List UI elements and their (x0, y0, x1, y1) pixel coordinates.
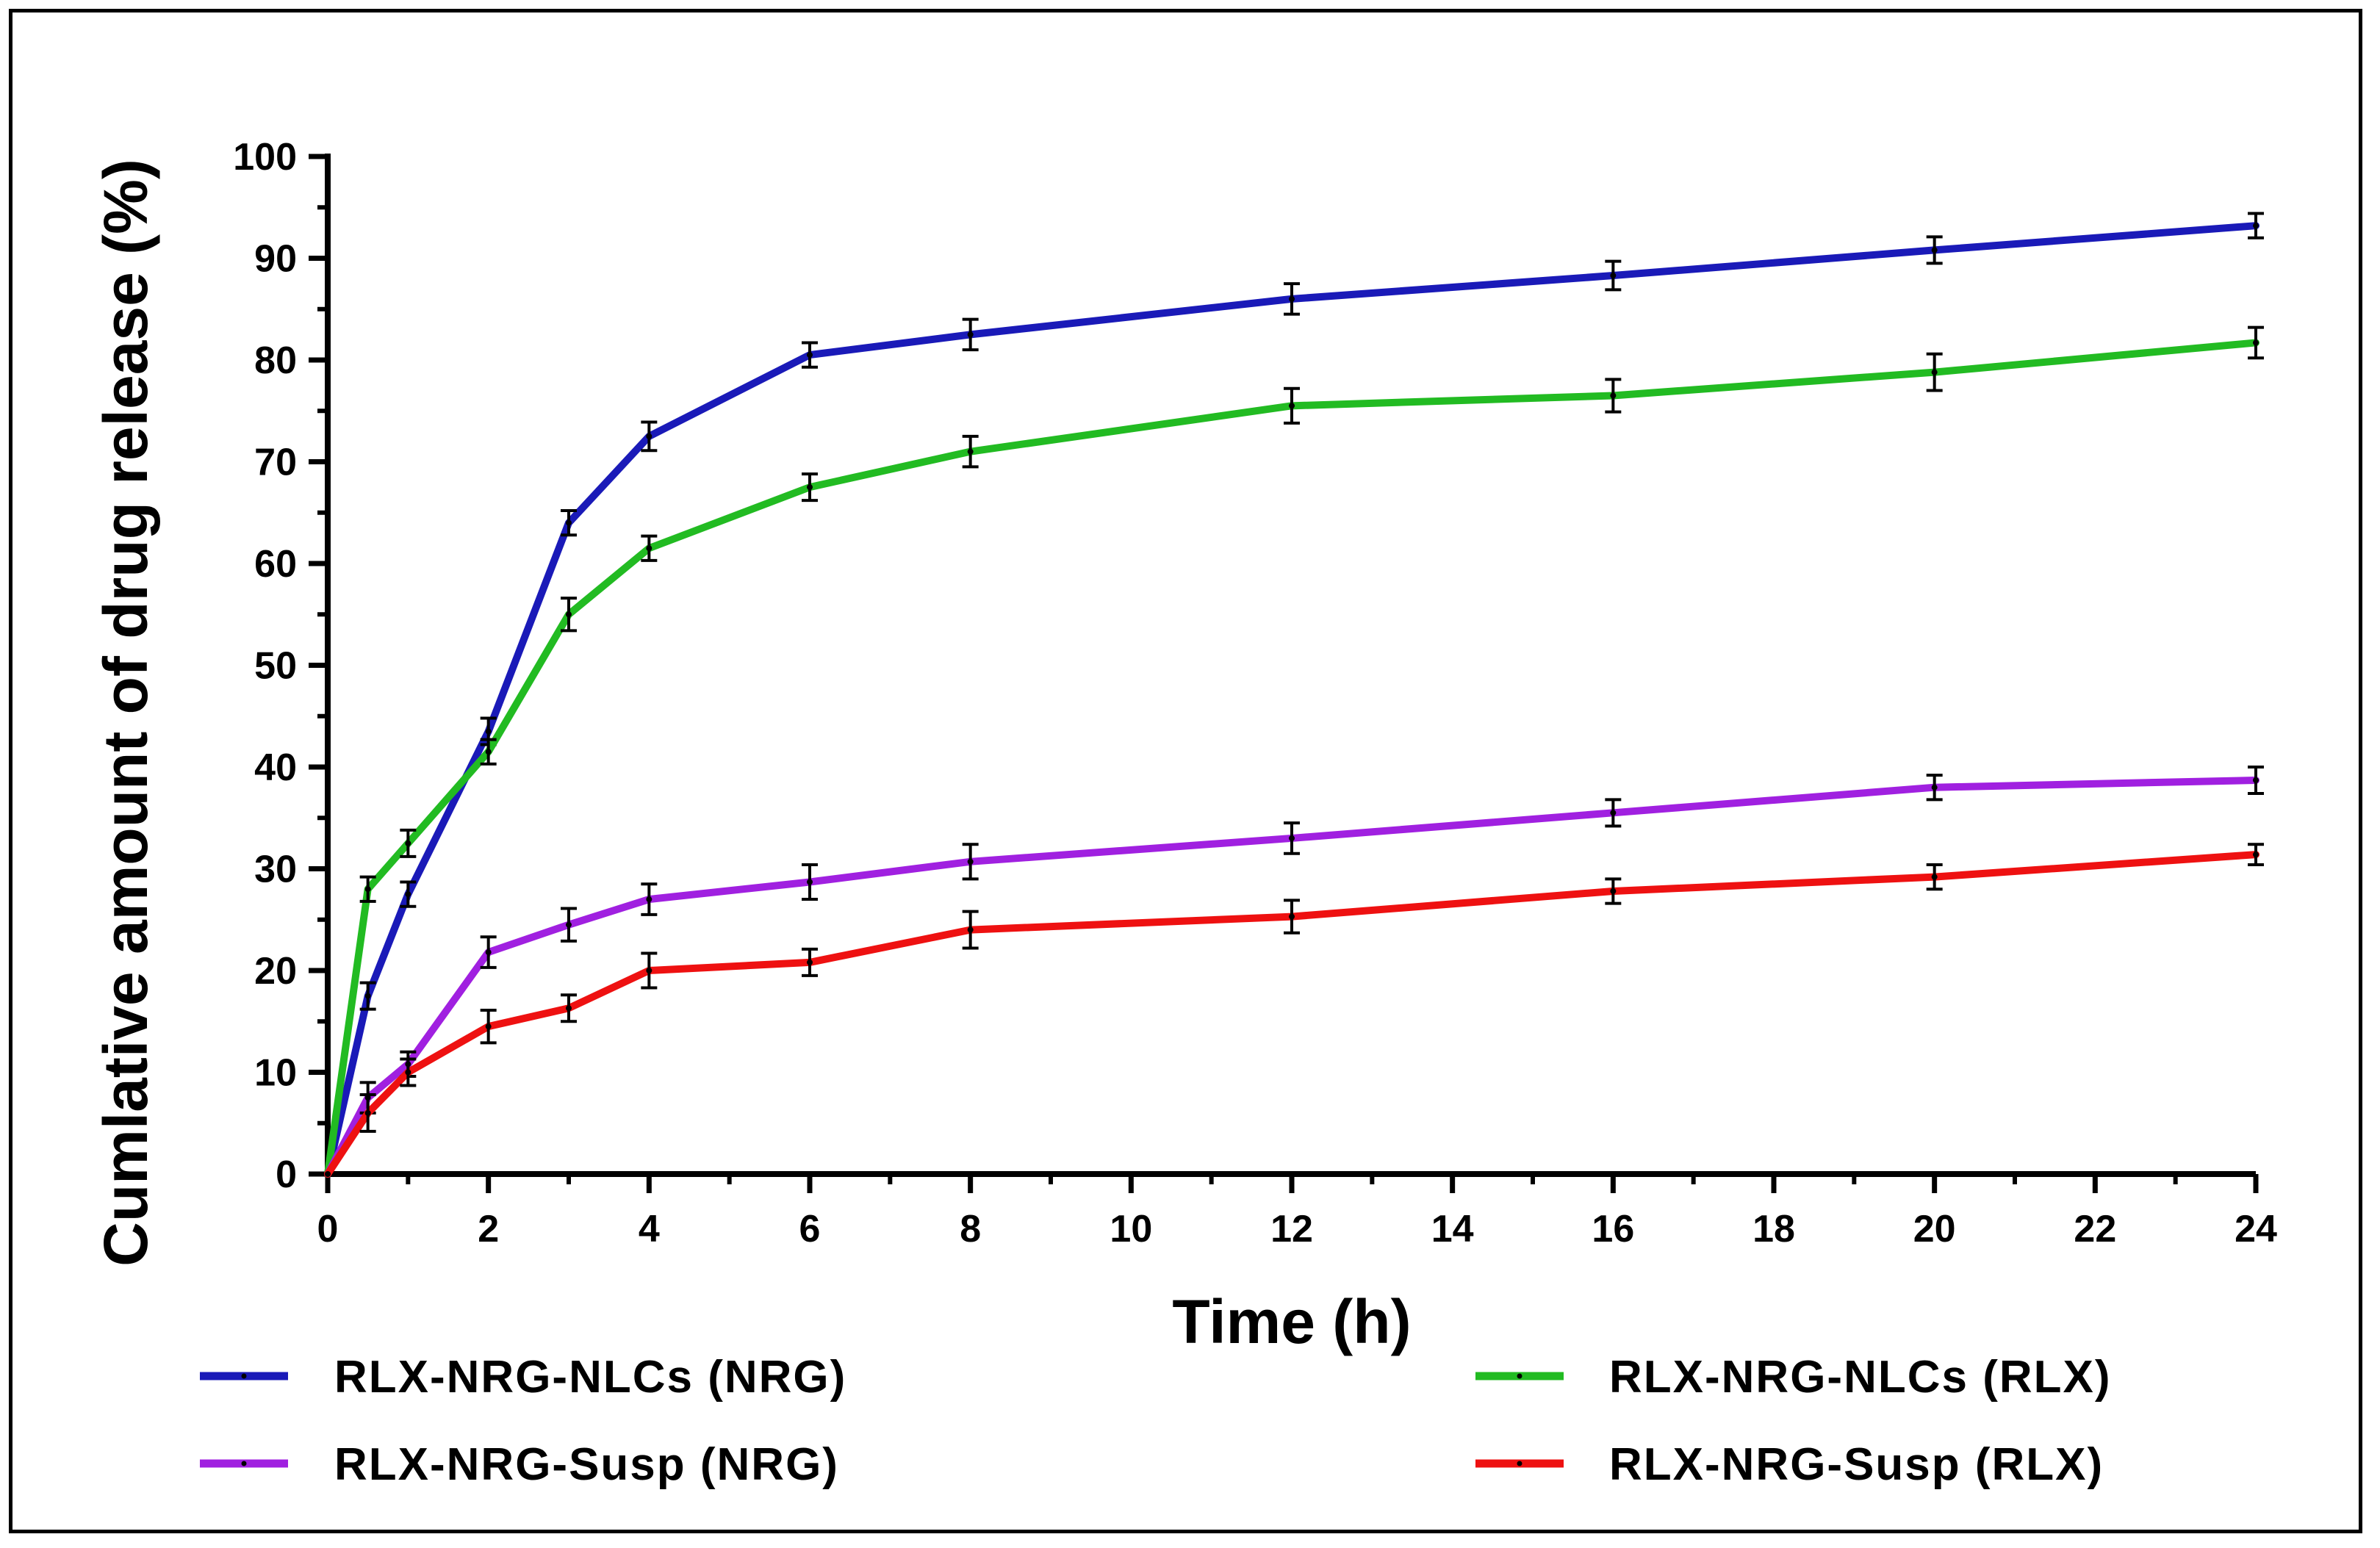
series-line (324, 222, 2259, 1178)
data-point (1931, 874, 1938, 880)
x-tick-label: 10 (1110, 1208, 1152, 1250)
figure-frame (9, 9, 2362, 1533)
data-point (2253, 223, 2259, 229)
legend: RLX-NRG-NLCs (NRG) RLX-NRG-NLCs (RLX) RLX-… (200, 1352, 2112, 1490)
data-point (807, 484, 813, 491)
data-point (646, 896, 652, 903)
data-point (364, 886, 371, 893)
legend-label: RLX-NRG-Susp (RLX) (1609, 1439, 2104, 1490)
x-tick-label: 18 (1752, 1208, 1795, 1250)
data-point (1931, 247, 1938, 253)
x-tick-label: 4 (639, 1208, 660, 1250)
y-tick-label: 70 (254, 442, 297, 484)
data-point (646, 545, 652, 552)
data-point (2253, 852, 2259, 858)
data-point (405, 840, 411, 846)
series-3 (324, 766, 2264, 1178)
data-point (1931, 784, 1938, 791)
x-tick-label: 20 (1913, 1208, 1956, 1250)
series-1 (324, 212, 2264, 1178)
data-point (967, 858, 974, 865)
x-axis-label: Time (h) (1172, 1287, 1411, 1356)
x-tick-label: 22 (2074, 1208, 2116, 1250)
data-point (405, 1069, 411, 1076)
data-point (807, 879, 813, 885)
data-point (485, 949, 492, 956)
y-tick-label: 10 (254, 1052, 297, 1095)
data-point (325, 1171, 331, 1177)
data-point (1289, 913, 1295, 920)
data-point (1289, 403, 1295, 409)
legend-item: RLX-NRG-Susp (RLX) (1475, 1439, 2104, 1490)
data-point (566, 519, 572, 526)
data-point (2253, 777, 2259, 784)
data-point (967, 331, 974, 338)
y-tick-label: 0 (276, 1153, 297, 1196)
data-point (967, 926, 974, 933)
x-tick-label: 24 (2235, 1208, 2277, 1250)
series-2 (324, 325, 2264, 1178)
data-point (485, 749, 492, 755)
x-tick-label: 14 (1431, 1208, 1474, 1250)
y-tick-label: 60 (254, 543, 297, 586)
x-tick-label: 6 (799, 1208, 821, 1250)
data-point (364, 993, 371, 999)
data-point (1610, 810, 1617, 816)
y-tick-label: 20 (254, 950, 297, 993)
y-tick-label: 80 (254, 339, 297, 382)
series-4 (324, 843, 2264, 1178)
series-layer (324, 212, 2264, 1178)
legend-label: RLX-NRG-NLCs (RLX) (1609, 1352, 2112, 1403)
y-tick-label: 30 (254, 849, 297, 891)
x-tick-label: 12 (1270, 1208, 1313, 1250)
data-point (485, 1023, 492, 1030)
legend-item: RLX-NRG-NLCs (RLX) (1475, 1352, 2112, 1403)
data-point (364, 1109, 371, 1116)
data-point (807, 352, 813, 359)
y-axis-label: Cumlative amount of drug release (%) (91, 159, 160, 1267)
data-point (646, 433, 652, 439)
y-tick-label: 50 (254, 645, 297, 688)
data-point (1289, 295, 1295, 302)
data-point (1610, 888, 1617, 894)
data-point (2253, 339, 2259, 346)
legend-label: RLX-NRG-NLCs (NRG) (334, 1352, 846, 1403)
legend-item: RLX-NRG-NLCs (NRG) (200, 1352, 846, 1403)
data-point (566, 1005, 572, 1012)
data-point (1289, 835, 1295, 841)
y-tick-label: 100 (233, 136, 297, 179)
legend-label: RLX-NRG-Susp (NRG) (334, 1439, 839, 1490)
data-point (566, 921, 572, 928)
y-tick-label: 90 (254, 238, 297, 281)
x-tick-label: 0 (317, 1208, 339, 1250)
data-point (1931, 369, 1938, 375)
x-tick-label: 2 (478, 1208, 499, 1250)
data-point (967, 448, 974, 455)
data-point (1610, 273, 1617, 279)
y-tick-label: 40 (254, 746, 297, 789)
x-tick-label: 16 (1592, 1208, 1634, 1250)
series-line (324, 339, 2259, 1178)
data-point (1610, 392, 1617, 399)
data-point (566, 611, 572, 618)
data-point (405, 891, 411, 898)
series-line (324, 777, 2259, 1178)
data-point (807, 959, 813, 965)
data-point (646, 968, 652, 973)
x-tick-label: 8 (960, 1208, 981, 1250)
series-line (324, 851, 2259, 1178)
data-point (485, 728, 492, 735)
legend-item: RLX-NRG-Susp (NRG) (200, 1439, 839, 1490)
